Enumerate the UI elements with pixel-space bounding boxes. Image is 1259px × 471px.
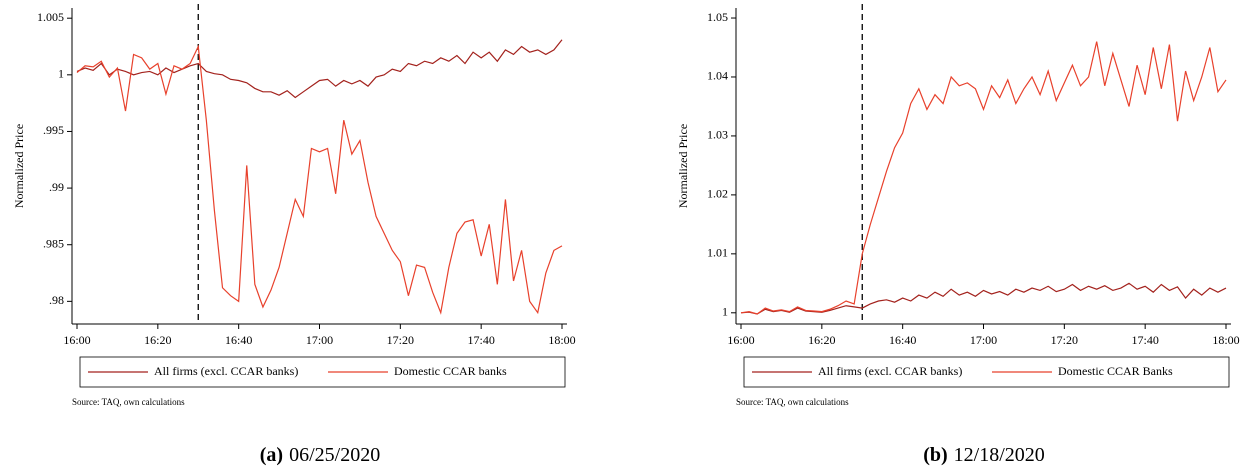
y-tick-label: 1.05	[707, 10, 728, 24]
legend-label: All firms (excl. CCAR banks)	[818, 364, 962, 378]
series-line	[76, 39, 563, 99]
legend-label: Domestic CCAR Banks	[1058, 364, 1173, 378]
caption-date: 06/25/2020	[289, 444, 380, 466]
series-line	[76, 44, 563, 315]
legend-label: Domestic CCAR banks	[394, 364, 507, 378]
x-tick-label: 17:00	[970, 333, 997, 347]
legend-box	[743, 356, 1230, 388]
y-tick-label: 1	[58, 67, 64, 81]
y-tick-label: 1.01	[707, 246, 728, 260]
y-tick-label: 1.005	[37, 10, 64, 24]
y-tick-label: 1.04	[707, 69, 728, 83]
x-tick-label: 16:40	[225, 333, 252, 347]
x-tick-label: 16:20	[144, 333, 171, 347]
legend-label: All firms (excl. CCAR banks)	[154, 364, 298, 378]
series-line	[740, 41, 1227, 315]
chart-panel: .98 .985 .99 .995 1 1.005 16:00 16:20 16:40 17:00…	[12, 4, 576, 466]
y-tick-label: .985	[43, 236, 64, 250]
x-tick-label: 17:00	[306, 333, 333, 347]
y-tick-label: 1	[722, 305, 728, 319]
source-note: Source: TAQ, own calculations	[72, 397, 185, 407]
y-tick-label: .99	[49, 180, 64, 194]
y-tick-label: .98	[49, 293, 64, 307]
x-tick-label: 17:40	[467, 333, 494, 347]
caption-date: 12/18/2020	[954, 444, 1045, 466]
chart-panel: 1 1.01 1.02 1.03 1.04 1.05 16:00 16:20 16:40 17:0…	[676, 4, 1240, 466]
y-tick-label: 1.03	[707, 128, 728, 142]
y-tick-label: .995	[43, 123, 64, 137]
source-note: Source: TAQ, own calculations	[736, 397, 849, 407]
x-tick-label: 17:20	[387, 333, 414, 347]
x-tick-label: 17:20	[1051, 333, 1078, 347]
x-tick-label: 18:00	[1212, 333, 1239, 347]
x-tick-label: 16:00	[63, 333, 90, 347]
x-tick-label: 17:40	[1131, 333, 1158, 347]
series-line	[740, 282, 1227, 315]
caption: (a) 06/25/2020	[260, 444, 380, 466]
x-tick-label: 16:20	[808, 333, 835, 347]
y-axis-title: Normalized Price	[12, 124, 26, 208]
caption-label: (b)	[923, 444, 947, 466]
x-tick-label: 16:40	[889, 333, 916, 347]
y-axis-title: Normalized Price	[676, 124, 690, 208]
caption: (b) 12/18/2020	[923, 444, 1045, 466]
x-tick-label: 18:00	[548, 333, 575, 347]
caption-label: (a)	[260, 444, 283, 466]
y-tick-label: 1.02	[707, 187, 728, 201]
legend-box	[79, 356, 566, 388]
x-tick-label: 16:00	[727, 333, 754, 347]
